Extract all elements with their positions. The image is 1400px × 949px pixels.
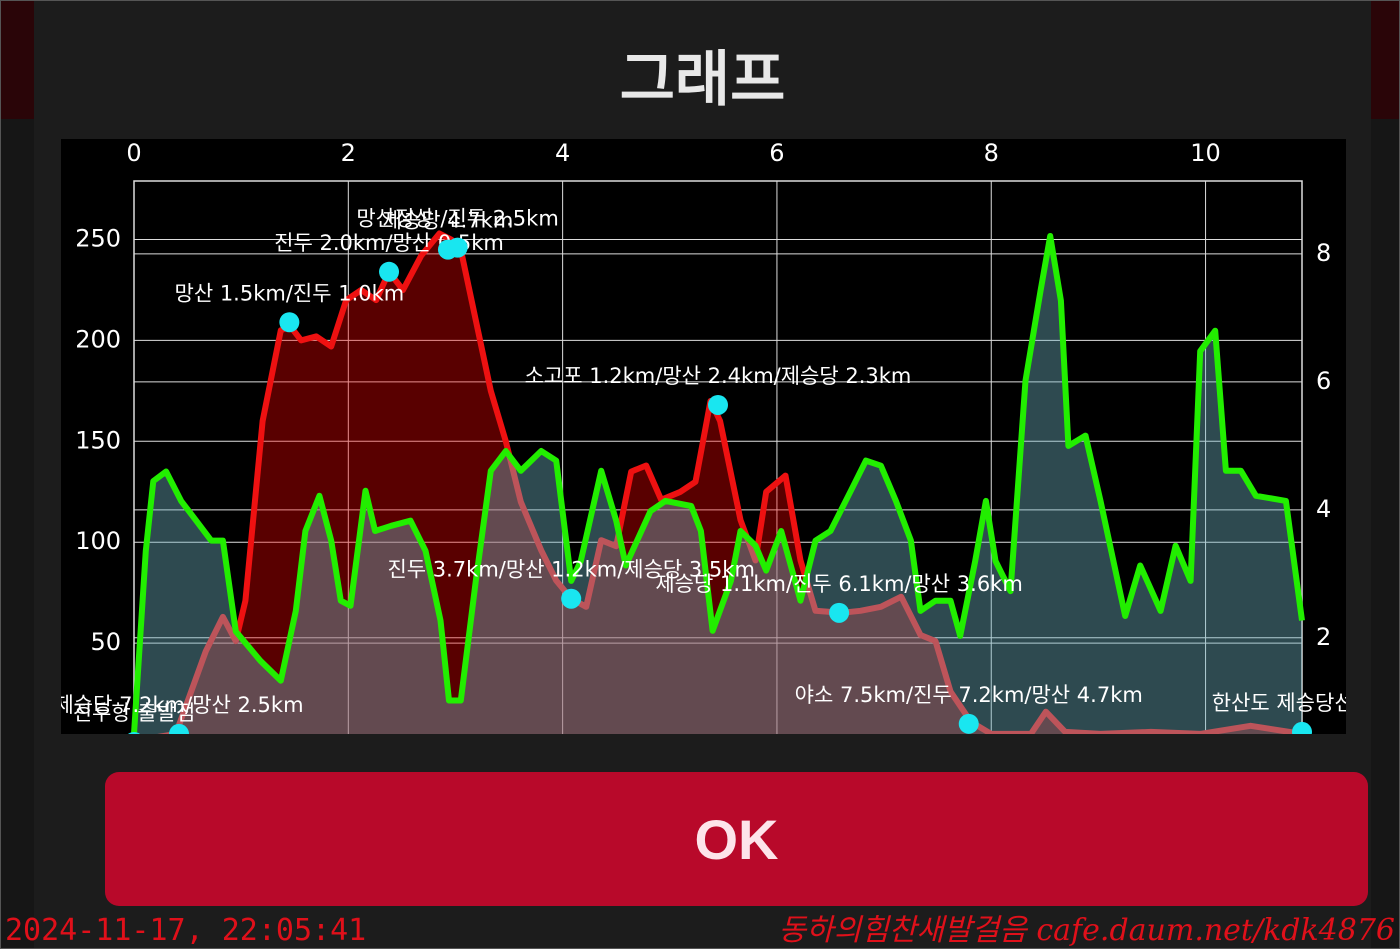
bg bbox=[1369, 1, 1399, 119]
marker bbox=[169, 723, 190, 734]
y2-tick-label: 4 bbox=[1316, 495, 1331, 523]
marker-label: 진두항 출발점 bbox=[73, 701, 196, 725]
area bbox=[134, 236, 1302, 734]
marker-label: 제승당 4.7km bbox=[383, 209, 514, 233]
y-tick-label: 250 bbox=[75, 225, 121, 253]
plot-frame bbox=[133, 180, 1303, 734]
dialog-title: 그래프 bbox=[619, 45, 786, 115]
marker-label: 망산 1.5km/진두 1.0km bbox=[175, 281, 405, 305]
marker bbox=[447, 237, 468, 258]
line bbox=[157, 230, 1303, 734]
watermark: 동하의힘찬새발걸음 cafe.daum.net/kdk4876 bbox=[778, 913, 1395, 948]
marker bbox=[561, 588, 582, 609]
marker-label: 망산정상 /진두 2.5km bbox=[356, 207, 558, 231]
y-tick-label: 50 bbox=[90, 628, 121, 656]
marker-label: 제승당 7.2km/망산 2.5km bbox=[54, 693, 303, 717]
marker-label: 소고포 1.2km/망산 2.4km/제승당 2.3km bbox=[525, 364, 912, 388]
x-tick-label: 4 bbox=[555, 139, 570, 167]
y-tick-label: 100 bbox=[75, 527, 121, 555]
x-tick-label: 10 bbox=[1190, 139, 1221, 167]
y2-tick-label: 6 bbox=[1316, 367, 1331, 395]
marker-label: 진두 2.0km/망산 0.5km bbox=[274, 231, 504, 255]
timestamp: 2024-11-17, 22:05:41 bbox=[5, 913, 367, 948]
marker-label: 진두 3.7km/망산 1.2km/제승당 3.5km bbox=[387, 558, 754, 582]
marker-label: 한산도 제승당선착장 bbox=[1212, 691, 1393, 715]
line bbox=[131, 233, 1305, 734]
marker bbox=[829, 602, 850, 623]
x-tick-label: 2 bbox=[341, 139, 356, 167]
marker bbox=[127, 731, 141, 734]
x-tick-label: 6 bbox=[769, 139, 784, 167]
marker bbox=[708, 394, 728, 415]
bg bbox=[1, 1, 34, 119]
marker bbox=[279, 312, 300, 333]
y2-tick-label: 8 bbox=[1316, 239, 1331, 267]
y-tick-label: 150 bbox=[75, 426, 121, 454]
ok-button[interactable]: OK bbox=[105, 772, 1368, 906]
marker bbox=[379, 261, 400, 282]
marker bbox=[1292, 721, 1312, 734]
marker-label: 제승당 1.1km/진두 6.1km/망산 3.6km bbox=[655, 572, 1022, 596]
x-tick-label: 0 bbox=[126, 139, 141, 167]
marker bbox=[958, 713, 979, 734]
x-tick-label: 8 bbox=[984, 139, 999, 167]
area bbox=[175, 233, 1302, 734]
y2-tick-label: 2 bbox=[1316, 623, 1331, 651]
marker-label: 야소 7.5km/진두 7.2km/망산 4.7km bbox=[795, 683, 1143, 707]
y-tick-label: 200 bbox=[75, 325, 121, 353]
